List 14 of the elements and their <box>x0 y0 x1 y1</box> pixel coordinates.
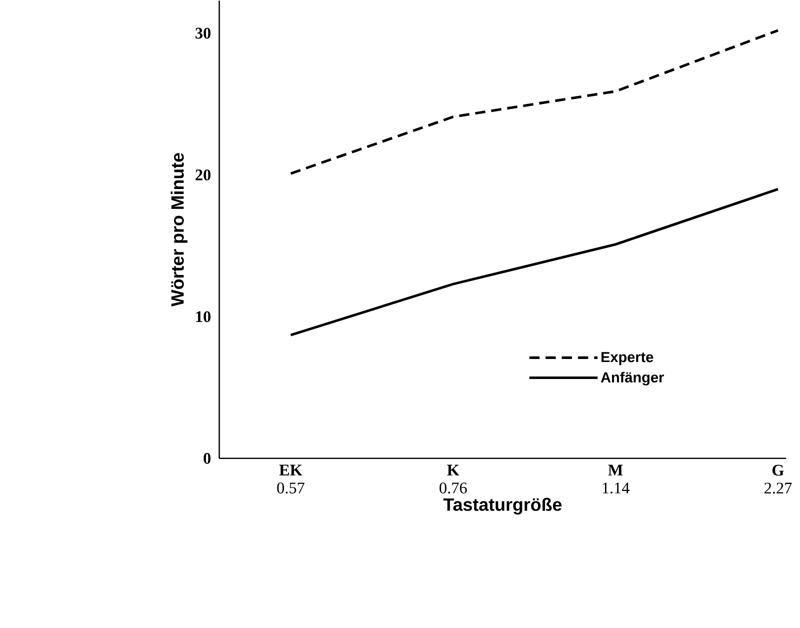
legend-label: Anfänger <box>600 372 664 386</box>
legend-label: Experte <box>602 352 654 365</box>
line-series <box>289 188 780 336</box>
y-tick-label: 20 <box>196 169 211 180</box>
x-axis-title: Tastaturgröße <box>443 498 562 514</box>
x-tick-label: EK 0.57 <box>277 464 304 494</box>
x-tick-label: M 1.14 <box>602 464 630 494</box>
x-tick-label: G 2.27 <box>764 464 792 494</box>
line-series <box>289 28 780 175</box>
y-tick-label: 30 <box>196 28 211 38</box>
y-axis-title: Wörter pro Minute <box>170 152 188 306</box>
x-tick-label: K 0.76 <box>440 464 467 494</box>
y-tick-label: 0 <box>204 452 211 464</box>
y-tick-label: 10 <box>196 310 211 322</box>
